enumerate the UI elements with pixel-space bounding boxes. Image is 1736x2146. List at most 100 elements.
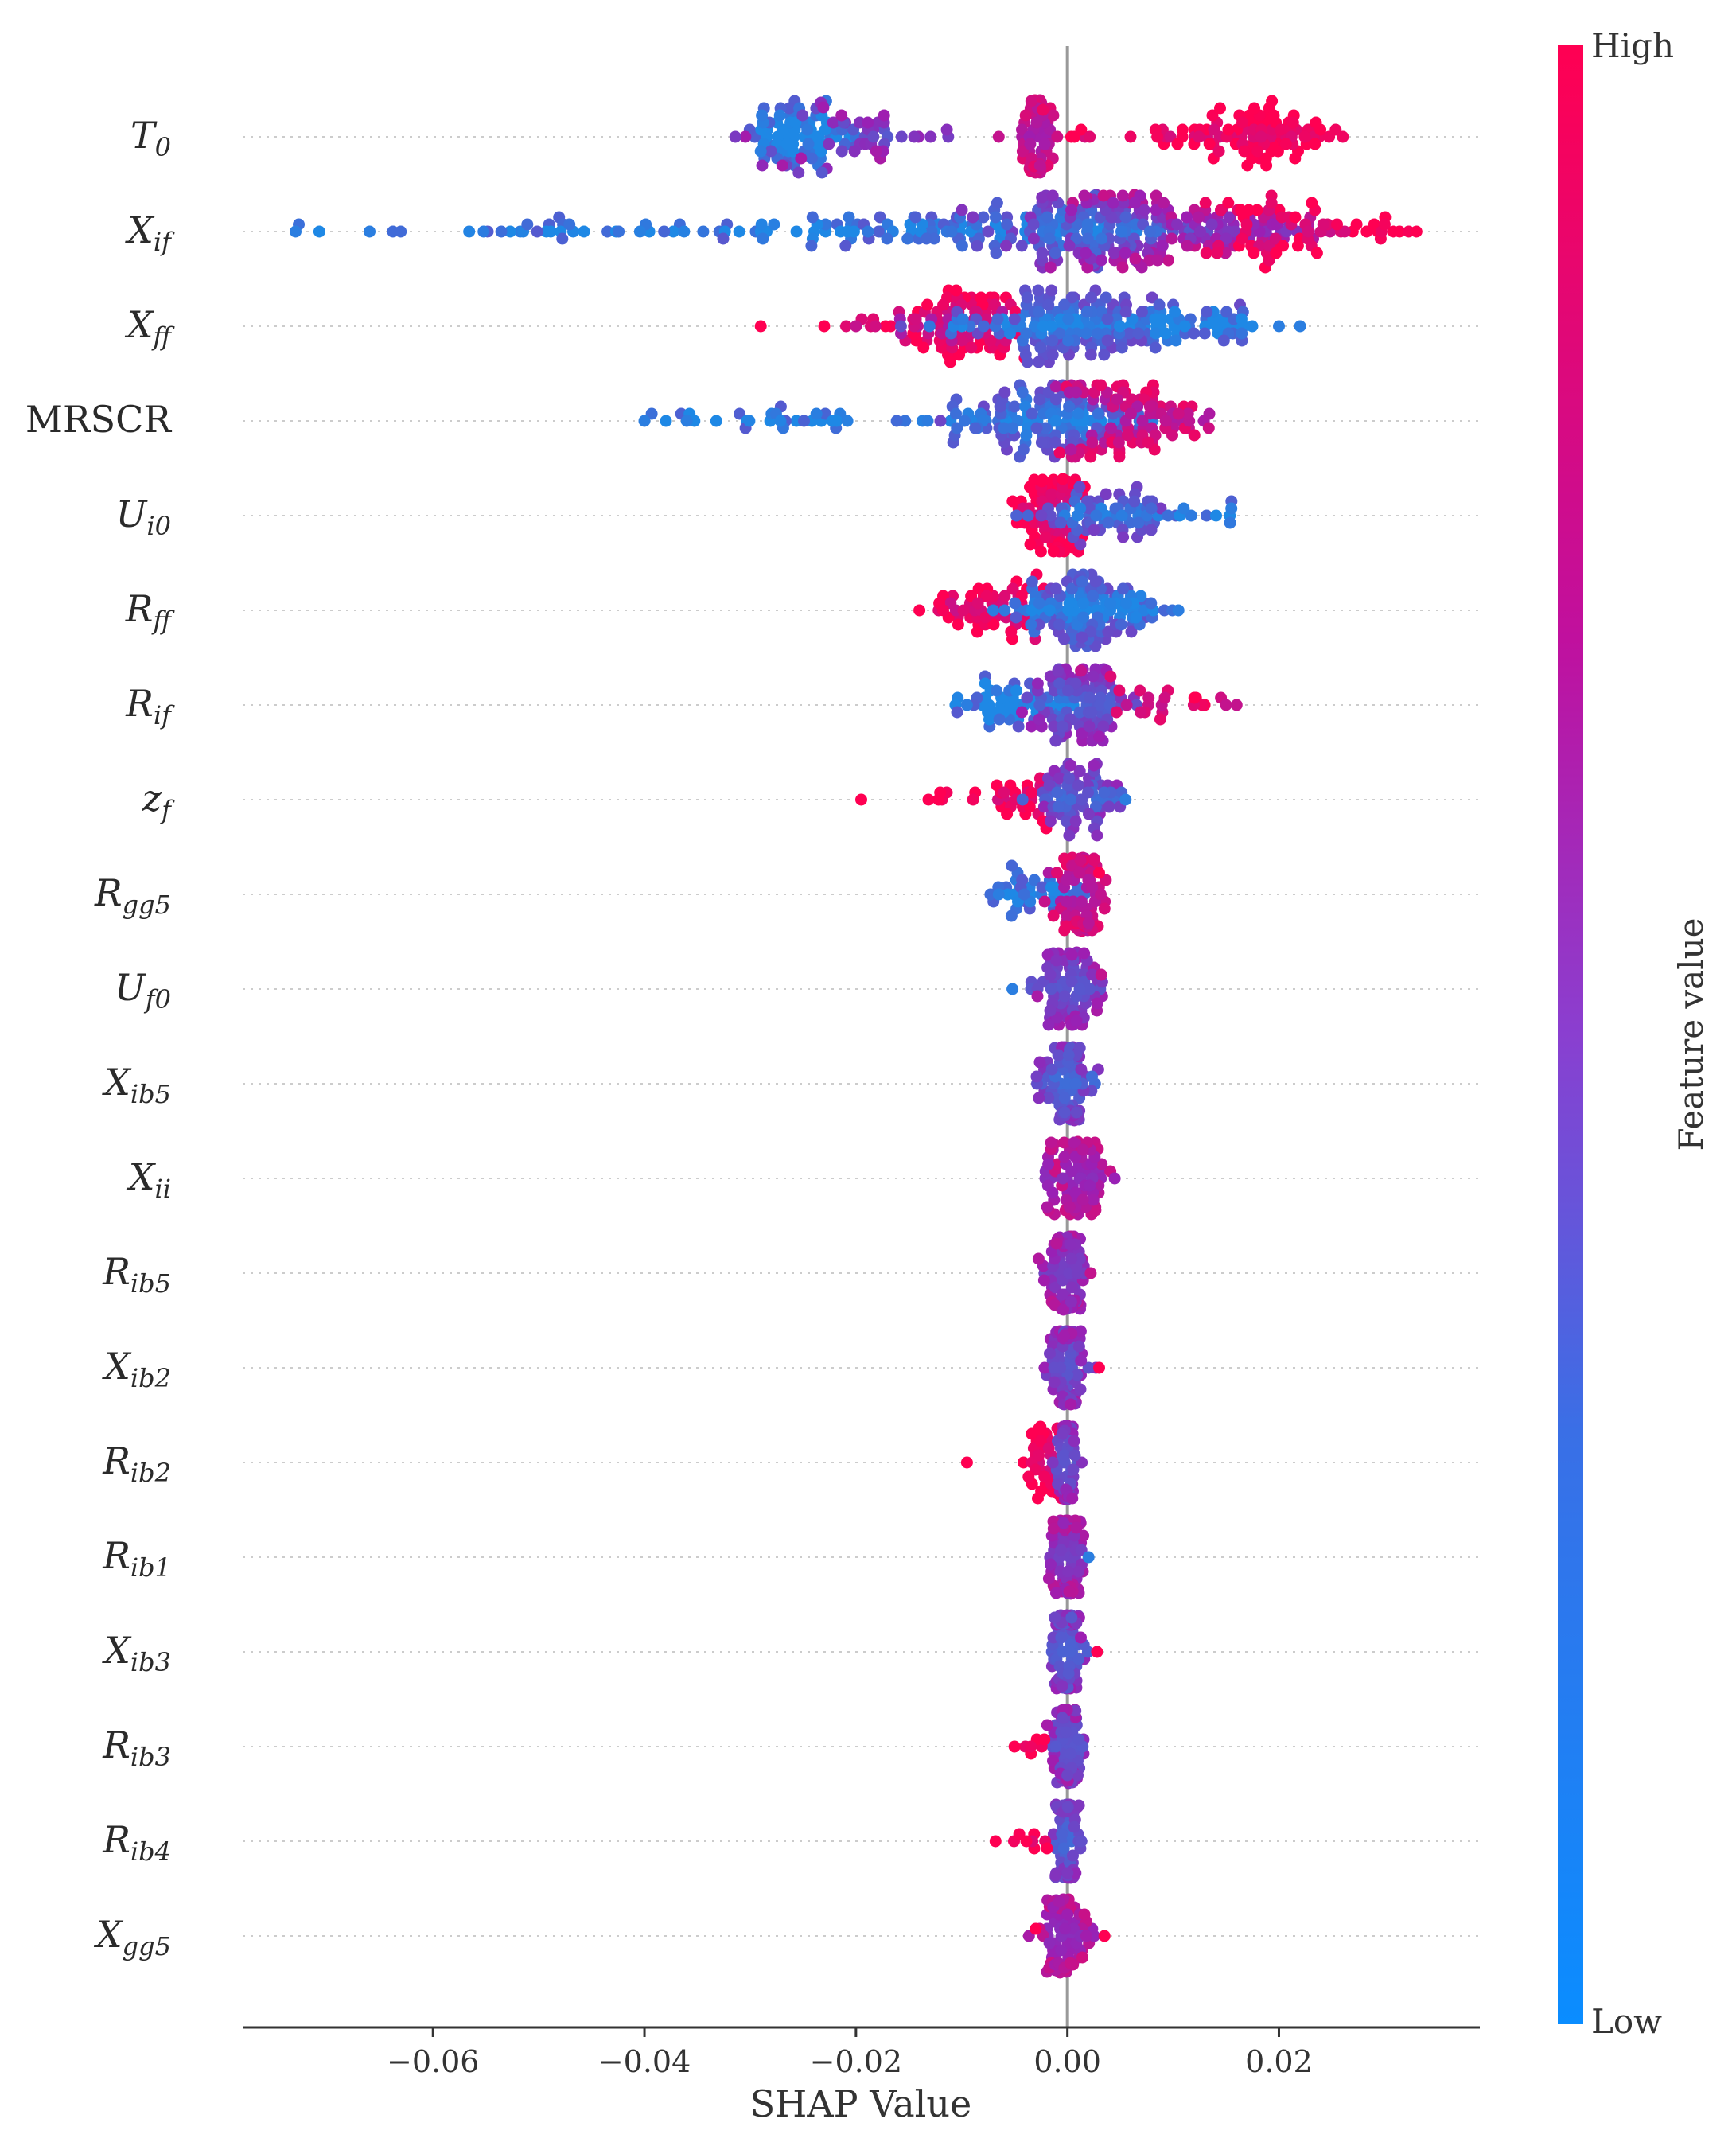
feature-label: Uf0 bbox=[115, 966, 171, 1015]
shap-point bbox=[1065, 1295, 1077, 1308]
shap-point bbox=[1108, 1172, 1121, 1185]
shap-point bbox=[1072, 1799, 1085, 1812]
shap-point bbox=[1071, 1369, 1084, 1381]
shap-point bbox=[1065, 759, 1077, 772]
shap-point bbox=[1075, 1063, 1088, 1076]
shap-point bbox=[1047, 909, 1060, 922]
shap-point bbox=[998, 604, 1011, 617]
shap-point bbox=[1151, 254, 1164, 267]
shap-point bbox=[1193, 211, 1205, 224]
shap-point bbox=[980, 590, 993, 602]
shap-point bbox=[1084, 691, 1096, 704]
shap-point bbox=[739, 130, 752, 143]
shap-point bbox=[1088, 524, 1100, 536]
shap-point bbox=[1338, 225, 1351, 238]
shap-point bbox=[1267, 109, 1280, 122]
colorbar-low-label: Low bbox=[1591, 2002, 1662, 2041]
shap-point bbox=[765, 145, 777, 158]
shap-point bbox=[1024, 138, 1037, 150]
shap-point bbox=[951, 422, 963, 434]
shap-point bbox=[1026, 604, 1038, 617]
shap-point bbox=[835, 225, 847, 238]
shap-point bbox=[1134, 684, 1146, 697]
shap-point bbox=[1302, 225, 1314, 238]
shap-point bbox=[1046, 349, 1059, 361]
shap-point bbox=[1042, 1158, 1055, 1170]
feature-label: zf bbox=[142, 777, 175, 825]
shap-point bbox=[1223, 211, 1236, 224]
shap-point bbox=[993, 713, 1006, 726]
shap-point bbox=[1017, 1456, 1030, 1469]
shap-point bbox=[1120, 699, 1133, 711]
shap-point bbox=[1059, 1922, 1071, 1935]
shap-point bbox=[1086, 1070, 1098, 1083]
shap-point bbox=[1078, 1908, 1091, 1921]
shap-point bbox=[805, 240, 818, 252]
shap-point bbox=[1025, 786, 1037, 799]
shap-point bbox=[960, 1456, 973, 1469]
shap-point bbox=[1049, 1869, 1062, 1882]
shap-point bbox=[1019, 109, 1032, 122]
shap-point bbox=[1016, 145, 1029, 158]
shap-point bbox=[1084, 1179, 1096, 1192]
shap-point bbox=[1149, 313, 1162, 325]
shap-point bbox=[1185, 509, 1197, 522]
shap-point bbox=[1057, 1842, 1070, 1855]
shap-point bbox=[1046, 1186, 1059, 1199]
shap-point bbox=[1115, 225, 1127, 238]
shap-point bbox=[965, 341, 978, 354]
shap-point bbox=[879, 320, 892, 333]
shap-point bbox=[756, 109, 769, 122]
shap-point bbox=[956, 240, 968, 252]
shap-point bbox=[1065, 1252, 1078, 1265]
shap-point bbox=[1124, 130, 1137, 143]
shap-point bbox=[1050, 1587, 1062, 1599]
shap-point bbox=[917, 341, 930, 354]
shap-point bbox=[1104, 670, 1117, 683]
shap-point bbox=[1000, 240, 1013, 252]
shap-point bbox=[1181, 407, 1194, 420]
shap-point bbox=[1238, 145, 1251, 158]
shap-point bbox=[1034, 545, 1047, 558]
shap-point bbox=[1015, 240, 1028, 252]
shap-point bbox=[975, 291, 987, 304]
shap-point bbox=[895, 130, 908, 143]
shap-point bbox=[921, 415, 934, 427]
shap-point bbox=[1098, 786, 1111, 799]
shap-point bbox=[862, 225, 874, 238]
shap-point bbox=[1020, 429, 1033, 442]
x-ticks: −0.06 −0.04 −0.02 0.00 0.02 bbox=[387, 2027, 1313, 2079]
shap-point bbox=[1044, 1347, 1056, 1360]
shap-point bbox=[1181, 211, 1193, 224]
feature-label-subscript: ib1 bbox=[130, 1552, 171, 1583]
shap-point bbox=[1273, 320, 1285, 333]
shap-point bbox=[1368, 218, 1380, 231]
feature-label: T0 bbox=[130, 114, 171, 162]
shap-point bbox=[1075, 1354, 1088, 1367]
shap-point bbox=[950, 284, 963, 297]
x-tick-label: 0.00 bbox=[1033, 2044, 1101, 2079]
shap-point bbox=[1317, 218, 1329, 231]
shap-point bbox=[1143, 225, 1156, 238]
shap-point bbox=[1246, 320, 1259, 333]
feature-label: Rff bbox=[125, 587, 176, 636]
shap-point bbox=[1061, 1801, 1074, 1813]
shap-point bbox=[1077, 1529, 1090, 1542]
x-tick-label: 0.02 bbox=[1245, 2044, 1313, 2079]
feature-label-name: U bbox=[116, 493, 149, 536]
shap-point bbox=[1090, 509, 1103, 522]
shap-point bbox=[1065, 1611, 1078, 1624]
shap-point bbox=[991, 197, 1003, 209]
shap-point bbox=[1053, 772, 1065, 785]
shap-point bbox=[1012, 720, 1025, 733]
shap-point bbox=[1119, 211, 1132, 224]
shap-point bbox=[1084, 130, 1096, 143]
shap-point bbox=[1016, 123, 1028, 136]
shap-point bbox=[773, 109, 786, 122]
shap-point bbox=[1116, 261, 1129, 274]
shap-point bbox=[1205, 218, 1218, 231]
colorbar: High Low Feature value bbox=[1558, 26, 1711, 2041]
shap-point bbox=[1027, 232, 1040, 245]
shap-point bbox=[890, 415, 903, 427]
shap-point bbox=[1001, 218, 1014, 231]
